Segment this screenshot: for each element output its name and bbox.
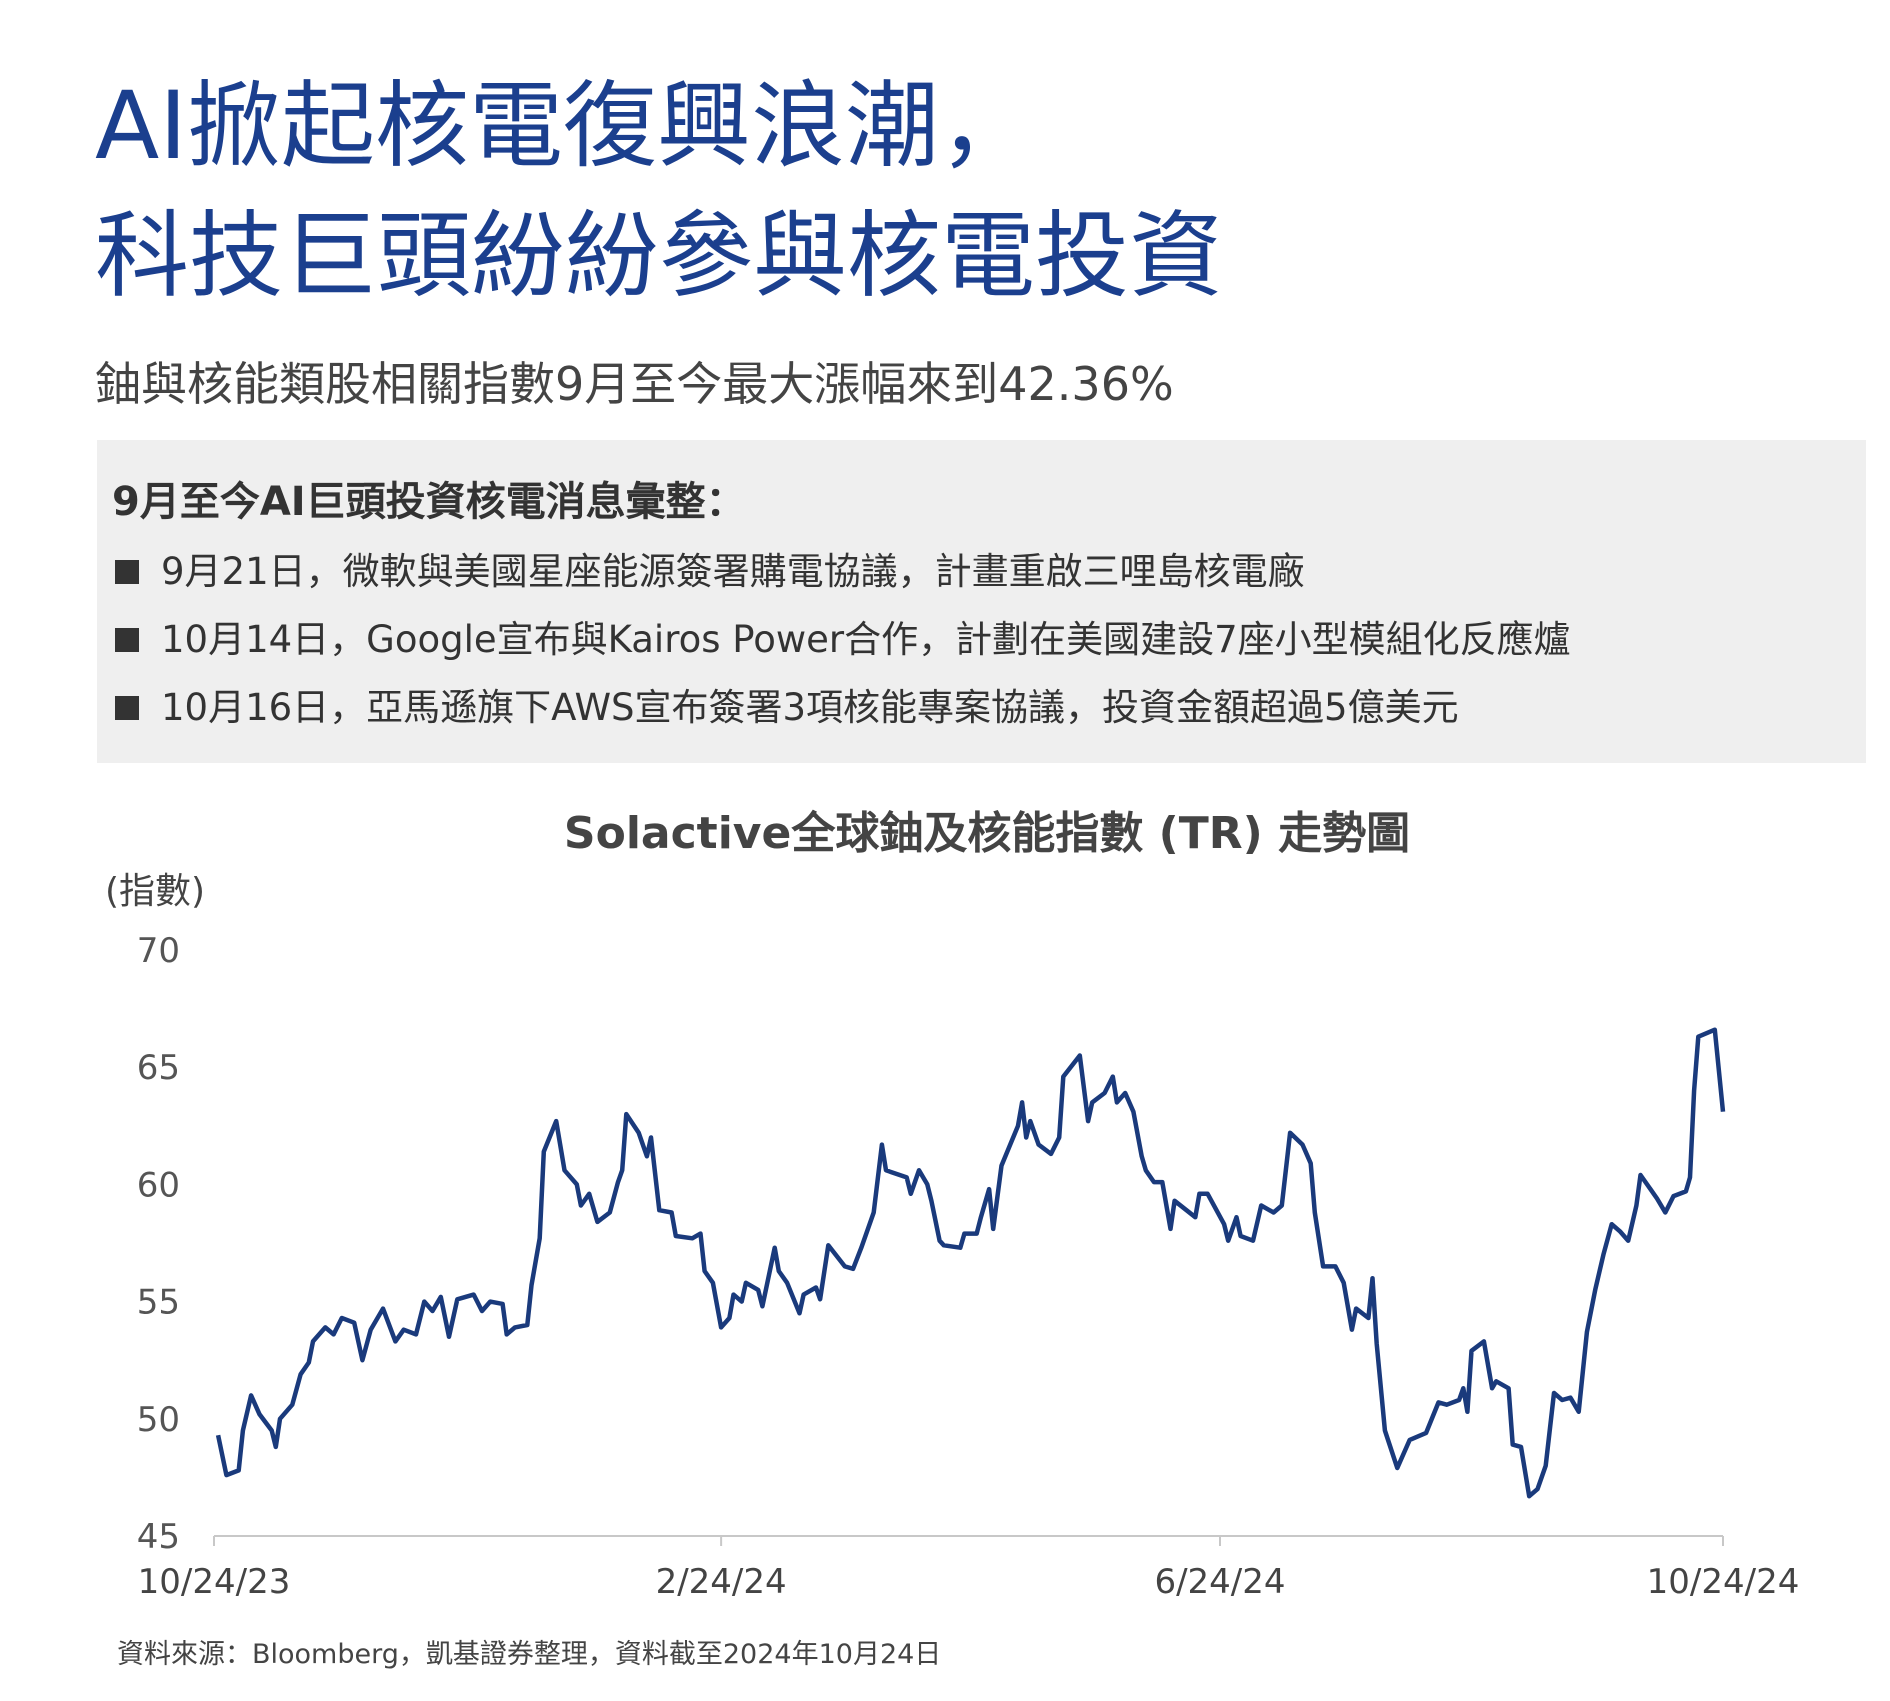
x-tick-label: 10/24/24 [1647, 1562, 1800, 1602]
bullet [115, 560, 139, 584]
subtitle: 鈾與核能類股相關指數9月至今最大漲幅來到42.36% [95, 357, 1174, 411]
x-tick-label: 10/24/23 [138, 1562, 291, 1602]
y-tick-label: 55 [137, 1283, 180, 1323]
news-item: 10月14日，Google宣布與Kairos Power合作，計劃在美國建設7座… [161, 618, 1571, 661]
line-series [215, 1027, 1726, 1499]
x-tick-label: 2/24/24 [656, 1562, 787, 1602]
y-tick-label: 70 [137, 931, 180, 971]
title-line: 科技巨頭紛紛參與核電投資 [95, 202, 1223, 311]
y-tick-label: 45 [137, 1517, 180, 1557]
news-box [97, 440, 1866, 763]
bullet [115, 628, 139, 652]
news-heading: 9月至今AI巨頭投資核電消息彙整： [112, 479, 746, 525]
y-tick-label: 65 [137, 1048, 180, 1088]
y-axis-label: (指數) [105, 871, 205, 912]
title-line: AI掀起核電復興浪潮， [95, 72, 1033, 181]
source: 資料來源：Bloomberg，凱基證券整理，資料截至2024年10月24日 [117, 1639, 941, 1670]
news-item: 9月21日，微軟與美國星座能源簽署購電協議，計畫重啟三哩島核電廠 [161, 550, 1305, 593]
bullet [115, 696, 139, 720]
news-item: 10月16日，亞馬遜旗下AWS宣布簽署3項核能專案協議，投資金額超過5億美元 [161, 686, 1459, 729]
y-tick-label: 60 [137, 1165, 180, 1205]
x-tick-label: 6/24/24 [1154, 1562, 1285, 1602]
y-tick-label: 50 [137, 1400, 180, 1440]
chart-title: Solactive全球鈾及核能指數 (TR) 走勢圖 [564, 808, 1410, 859]
